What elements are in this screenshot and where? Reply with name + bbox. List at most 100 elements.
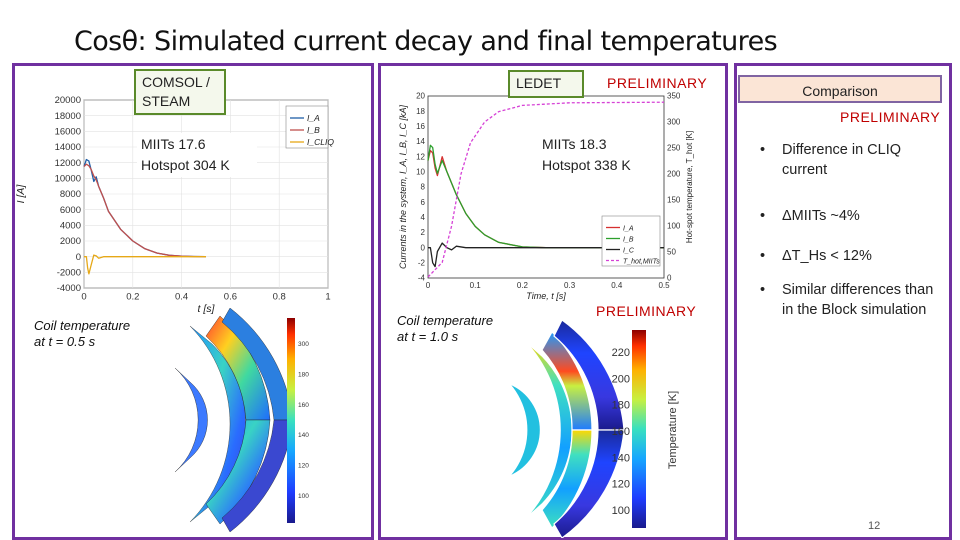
colorbar-tick-label: 100 <box>612 505 630 517</box>
colorbar-tick-label: 300 <box>298 341 309 348</box>
comsol-coil-label-line2: at t = 0.5 s <box>34 334 96 349</box>
ledet-tag: LEDET <box>508 70 584 98</box>
x-tick-label: 0.5 <box>658 281 670 290</box>
ledet-coil-label: Coil temperature at t = 1.0 s <box>397 313 493 345</box>
colorbar-tick-label: 140 <box>298 432 309 439</box>
bullet-similar: Similar differences than in the Block si… <box>756 280 936 320</box>
colorbar-tick-label: 100 <box>298 493 309 500</box>
comsol-chart: 0 0.2 0.4 0.6 0.8 1 -4000 -2000 0 2000 4000 6000 800… <box>16 95 334 315</box>
x-tick-label: 1 <box>325 292 330 303</box>
y-tick-label: 4 <box>421 213 426 222</box>
ledet-chart: 0 0.1 0.2 0.3 0.4 0.5-4-202468101214161820050… <box>398 92 694 301</box>
ledet-colorbar-label: Temperature [K] <box>667 391 679 469</box>
y-tick-label: 2 <box>421 228 426 237</box>
colorbar-tick-label: 220 <box>612 347 630 359</box>
comparison-header: Comparison <box>738 75 942 103</box>
ledet-coil-label-line2: at t = 1.0 s <box>397 329 459 344</box>
colorbar-tick-label: 160 <box>612 426 630 438</box>
comsol-miits: MIITs 17.6 <box>141 136 206 152</box>
y-tick-label: 6000 <box>60 205 81 216</box>
y-tick-label: 0 <box>421 243 426 252</box>
y-axis-label: Currents in the system, I_A, I_B, I_C [k… <box>398 104 408 269</box>
legend-entry: T_hot,MIITs <box>623 259 660 266</box>
y-tick-label: 16 <box>416 122 425 131</box>
y2-tick-label: 50 <box>667 248 676 257</box>
legend-entry: I_A <box>623 226 634 233</box>
y-tick-label: 18 <box>416 107 425 116</box>
x-tick-label: 0 <box>426 281 431 290</box>
slide-title: Cosθ: Simulated current decay and final … <box>74 26 778 57</box>
y-tick-label: 12 <box>416 152 425 161</box>
ledet-hotspot: Hotspot 338 K <box>542 157 631 173</box>
x-tick-label: 0 <box>81 292 86 303</box>
ledet-note: MIITs 18.3 Hotspot 338 K <box>538 133 662 177</box>
y2-tick-label: 250 <box>667 144 681 153</box>
legend-entry: I_C <box>623 248 635 255</box>
series-line-t-hot-miits <box>427 101 665 278</box>
y-tick-label: 12000 <box>55 158 81 169</box>
legend-box <box>285 105 329 149</box>
x-tick-label: 0.2 <box>126 292 139 303</box>
y-tick-label: 8000 <box>60 189 81 200</box>
x-tick-label: 0.8 <box>273 292 286 303</box>
legend-box <box>601 215 661 267</box>
y2-tick-label: 200 <box>667 170 681 179</box>
y-tick-label: 20 <box>416 92 425 101</box>
colorbar-tick-label: 180 <box>298 371 309 378</box>
comsol-coil-label: Coil temperature at t = 0.5 s <box>34 318 130 350</box>
y2-tick-label: 0 <box>667 274 672 283</box>
comsol-frame <box>12 63 374 540</box>
y-tick-label: -4000 <box>57 283 81 294</box>
legend-entry: I_B <box>623 237 634 244</box>
ledet-colorbar <box>632 330 646 528</box>
x-axis-label: Time, t [s] <box>526 291 566 301</box>
bullet-hotspot: ΔT_Hs < 12% <box>756 246 936 278</box>
x-tick-label: 0.1 <box>470 281 482 290</box>
legend-entry: I_B <box>307 125 320 135</box>
y-tick-label: 4000 <box>60 221 81 232</box>
series-line-i-b <box>427 144 664 249</box>
ledet-coil-sectors <box>495 320 625 538</box>
y-tick-label: 10000 <box>55 174 81 185</box>
ledet-preliminary-label: PRELIMINARY <box>607 75 708 91</box>
colorbar-tick-label: 160 <box>298 402 309 409</box>
comsol-colorbar <box>287 318 295 523</box>
x-tick-label: 0.4 <box>175 292 188 303</box>
colorbar-tick-label: 120 <box>612 479 630 491</box>
comparison-preliminary-label: PRELIMINARY <box>840 109 941 125</box>
y-tick-label: -4 <box>418 274 426 283</box>
y2-tick-label: 350 <box>667 92 681 101</box>
comsol-tag: COMSOL / STEAM <box>134 69 226 115</box>
x-tick-label: 0.2 <box>517 281 529 290</box>
x-tick-label: 0.3 <box>564 281 576 290</box>
y-tick-label: 2000 <box>60 236 81 247</box>
comsol-note: MIITs 17.6 Hotspot 304 K <box>137 133 257 177</box>
y2-tick-label: 100 <box>667 222 681 231</box>
colorbar-tick-label: 120 <box>298 463 309 470</box>
colorbar-tick-label: 140 <box>612 452 630 464</box>
y-axis-label: I [A] <box>16 184 27 204</box>
y2-tick-label: 300 <box>667 118 681 127</box>
y2-axis-label: Hot-spot temperature, T_hot [K] <box>685 131 694 243</box>
legend-entry: I_A <box>307 113 320 123</box>
ledet-coil-image: 220 200 180 160 140 120 100 Temperature [K] <box>495 320 679 538</box>
y-tick-label: -2 <box>418 259 426 268</box>
comsol-coil-sectors <box>174 308 294 533</box>
y2-tick-label: 150 <box>667 196 681 205</box>
ledet-miits: MIITs 18.3 <box>542 136 607 152</box>
y-tick-label: 0 <box>76 252 81 263</box>
colorbar-tick-label: 180 <box>612 400 630 412</box>
ledet-preliminary-label-2: PRELIMINARY <box>596 303 697 319</box>
series-line-i-cliq <box>84 254 206 275</box>
x-axis-label: t [s] <box>198 303 216 315</box>
y-tick-label: 8 <box>421 183 426 192</box>
comsol-coil-label-line1: Coil temperature <box>34 318 131 333</box>
y-tick-label: -2000 <box>57 268 81 279</box>
bullet-miits: ΔMIITs ~4% <box>756 206 936 242</box>
y-tick-label: 6 <box>421 198 426 207</box>
y-tick-label: 14000 <box>55 142 81 153</box>
x-tick-label: 0.6 <box>224 292 237 303</box>
series-line-i-c <box>428 242 664 268</box>
y-tick-label: 10 <box>416 168 425 177</box>
comparison-bullets: Difference in CLIQ current ΔMIITs ~4% ΔT… <box>756 140 936 320</box>
